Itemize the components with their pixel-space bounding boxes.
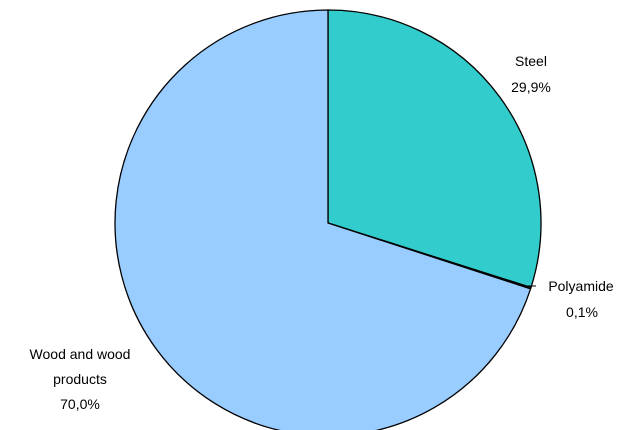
slice-value-steel: 29,9%	[511, 79, 551, 95]
pie-slices	[114, 9, 542, 430]
slice-label-steel: Steel	[515, 53, 547, 69]
slice-value-wood: 70,0%	[60, 396, 100, 412]
pie-slice-steel	[327, 9, 542, 289]
pie-slice-wood-and-wood-products	[114, 9, 532, 430]
slice-label-polyamide: Polyamide	[548, 278, 614, 294]
slice-value-polyamide: 0,1%	[566, 304, 598, 320]
pie-labels: Steel 29,9% Polyamide 0,1% Wood and wood…	[30, 53, 614, 412]
slice-label-wood-line2: products	[53, 371, 107, 387]
slice-label-wood-line1: Wood and wood	[30, 346, 131, 362]
